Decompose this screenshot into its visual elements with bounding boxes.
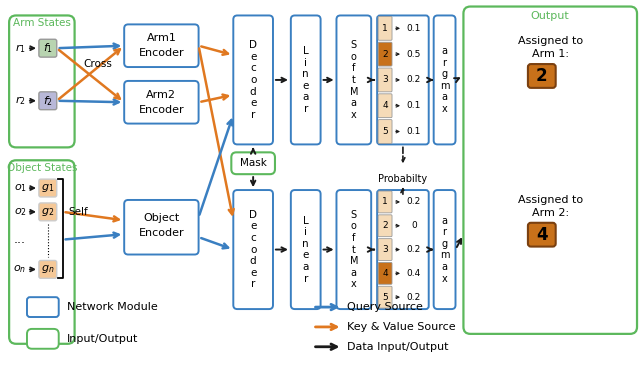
Text: Arm 1:: Arm 1:	[532, 49, 569, 59]
FancyBboxPatch shape	[337, 16, 371, 144]
Text: $g_n$: $g_n$	[41, 263, 54, 275]
Text: Cross: Cross	[83, 59, 112, 69]
FancyBboxPatch shape	[39, 39, 57, 57]
Text: a
r
g
m
a
x: a r g m a x	[440, 46, 449, 114]
FancyBboxPatch shape	[39, 92, 57, 110]
Text: 2: 2	[382, 50, 388, 58]
Text: 4: 4	[382, 269, 388, 278]
FancyBboxPatch shape	[39, 179, 57, 197]
Text: 5: 5	[382, 292, 388, 302]
FancyBboxPatch shape	[378, 239, 392, 261]
Text: 4: 4	[382, 101, 388, 110]
FancyBboxPatch shape	[378, 120, 392, 144]
FancyBboxPatch shape	[291, 190, 321, 309]
Text: L
i
n
e
a
r: L i n e a r	[303, 216, 309, 284]
Text: D
e
c
o
d
e
r: D e c o d e r	[249, 40, 257, 120]
Text: a
r
g
m
a
x: a r g m a x	[440, 216, 449, 284]
FancyBboxPatch shape	[378, 42, 392, 66]
Text: Self: Self	[68, 207, 88, 217]
Text: 1: 1	[382, 24, 388, 33]
Text: $r_2$: $r_2$	[15, 94, 26, 107]
Text: 0.1: 0.1	[406, 24, 421, 33]
FancyBboxPatch shape	[377, 16, 429, 144]
Text: Encoder: Encoder	[139, 228, 184, 238]
FancyBboxPatch shape	[378, 94, 392, 118]
Text: Encoder: Encoder	[139, 48, 184, 58]
Text: Key & Value Source: Key & Value Source	[348, 322, 456, 332]
Text: Object States: Object States	[6, 163, 77, 173]
Text: 0: 0	[411, 221, 417, 230]
FancyBboxPatch shape	[378, 286, 392, 308]
Text: 0.2: 0.2	[406, 292, 421, 302]
Text: Arm States: Arm States	[13, 18, 71, 28]
Text: Data Input/Output: Data Input/Output	[348, 342, 449, 352]
FancyBboxPatch shape	[528, 64, 556, 88]
FancyBboxPatch shape	[39, 203, 57, 221]
Text: 5: 5	[382, 127, 388, 136]
Text: 0.2: 0.2	[406, 245, 421, 254]
FancyBboxPatch shape	[378, 215, 392, 237]
Text: Arm1: Arm1	[147, 33, 177, 43]
Text: 2: 2	[536, 67, 548, 85]
FancyBboxPatch shape	[234, 16, 273, 144]
Text: Mask: Mask	[240, 158, 267, 168]
Text: Network Module: Network Module	[67, 302, 157, 312]
Text: Query Source: Query Source	[348, 302, 423, 312]
Text: $g_2$: $g_2$	[41, 206, 54, 218]
FancyBboxPatch shape	[378, 262, 392, 284]
Text: Assigned to: Assigned to	[518, 195, 583, 205]
Text: $o_n$: $o_n$	[13, 264, 27, 275]
Text: 0.2: 0.2	[406, 197, 421, 206]
FancyBboxPatch shape	[434, 190, 456, 309]
Text: $f_1$: $f_1$	[43, 41, 53, 55]
Text: 2: 2	[382, 221, 388, 230]
Text: Input/Output: Input/Output	[67, 334, 138, 344]
Text: S
o
f
t
M
a
x: S o f t M a x	[349, 40, 358, 120]
FancyBboxPatch shape	[378, 191, 392, 213]
FancyBboxPatch shape	[124, 25, 198, 67]
FancyBboxPatch shape	[124, 200, 198, 255]
Text: Arm 2:: Arm 2:	[532, 208, 569, 218]
FancyBboxPatch shape	[378, 16, 392, 40]
FancyBboxPatch shape	[291, 16, 321, 144]
Text: $g_1$: $g_1$	[41, 182, 54, 194]
FancyBboxPatch shape	[27, 329, 59, 349]
FancyBboxPatch shape	[528, 223, 556, 246]
Text: Arm2: Arm2	[147, 90, 177, 100]
Text: 0.1: 0.1	[406, 101, 421, 110]
FancyBboxPatch shape	[377, 190, 429, 309]
FancyBboxPatch shape	[337, 190, 371, 309]
Text: 1: 1	[382, 197, 388, 206]
FancyBboxPatch shape	[124, 81, 198, 124]
Text: D
e
c
o
d
e
r: D e c o d e r	[249, 210, 257, 289]
Text: $o_2$: $o_2$	[13, 206, 26, 218]
Text: $o_1$: $o_1$	[13, 182, 26, 194]
Text: Encoder: Encoder	[139, 105, 184, 115]
Text: ...: ...	[14, 233, 26, 246]
Text: Assigned to: Assigned to	[518, 36, 583, 46]
FancyBboxPatch shape	[463, 7, 637, 334]
Text: 3: 3	[382, 75, 388, 85]
Text: $r_1$: $r_1$	[15, 42, 26, 55]
Text: Probabilty: Probabilty	[378, 174, 428, 184]
Text: 4: 4	[536, 226, 548, 244]
Text: Object: Object	[143, 213, 179, 223]
FancyBboxPatch shape	[231, 152, 275, 174]
FancyBboxPatch shape	[27, 297, 59, 317]
Text: 0.1: 0.1	[406, 127, 421, 136]
FancyBboxPatch shape	[434, 16, 456, 144]
FancyBboxPatch shape	[234, 190, 273, 309]
Text: 0.4: 0.4	[406, 269, 421, 278]
Text: 3: 3	[382, 245, 388, 254]
Text: $f_2$: $f_2$	[43, 94, 53, 108]
FancyBboxPatch shape	[9, 160, 75, 344]
FancyBboxPatch shape	[39, 261, 57, 278]
FancyBboxPatch shape	[378, 68, 392, 92]
Text: S
o
f
t
M
a
x: S o f t M a x	[349, 210, 358, 289]
Text: L
i
n
e
a
r: L i n e a r	[303, 46, 309, 114]
FancyBboxPatch shape	[9, 16, 75, 147]
Text: 0.2: 0.2	[406, 75, 421, 85]
Text: 0.5: 0.5	[406, 50, 421, 58]
Text: Output: Output	[531, 11, 570, 21]
